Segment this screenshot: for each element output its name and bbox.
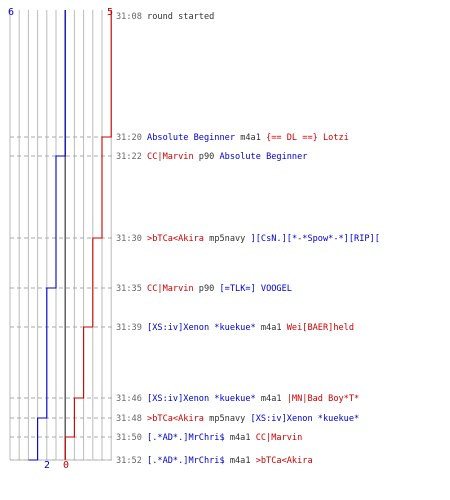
event-time: 31:08	[116, 12, 147, 22]
event-weapon: round started	[147, 12, 214, 22]
blue-player-name: Absolute Beginner	[147, 133, 235, 143]
event-weapon: m4a1	[256, 323, 287, 333]
event-time: 31:39	[116, 323, 147, 333]
red-player-name: {== DL ==} Lotzi	[266, 133, 349, 143]
event-row: 31:08 round started	[116, 12, 214, 22]
event-row: 31:39 [XS:iv]Xenon *kuekue* m4a1 Wei[BAE…	[116, 323, 354, 333]
blue-player-name: ][CsN.][*-*Spow*-*][RIP][	[251, 234, 380, 244]
score-grid	[9, 10, 112, 461]
red-player-name: >bTCa<Akira	[256, 456, 313, 466]
red-player-name: CC|Marvin	[147, 284, 194, 294]
event-time: 31:52	[116, 456, 147, 466]
blue-player-name: Absolute Beginner	[220, 152, 308, 162]
red-end-score: 0	[63, 460, 69, 471]
blue-player-name: [=TLK=] VOOGEL	[220, 284, 292, 294]
event-row: 31:46 [XS:iv]Xenon *kuekue* m4a1 |MN|Bad…	[116, 394, 359, 404]
red-team-score-line	[64, 10, 112, 460]
blue-team-score-line	[28, 10, 66, 461]
event-time: 31:22	[116, 152, 147, 162]
event-row: 31:35 CC|Marvin p90 [=TLK=] VOOGEL	[116, 284, 292, 294]
event-weapon: mp5navy	[204, 414, 251, 424]
blue-player-name: [XS:iv]Xenon *kuekue*	[147, 323, 256, 333]
event-row: 31:20 Absolute Beginner m4a1 {== DL ==} …	[116, 133, 349, 143]
event-weapon: m4a1	[225, 456, 256, 466]
event-row: 31:30 >bTCa<Akira mp5navy ][CsN.][*-*Spo…	[116, 234, 380, 244]
event-time: 31:46	[116, 394, 147, 404]
event-guide-lines	[10, 136, 112, 461]
event-weapon: p90	[194, 284, 220, 294]
event-time: 31:30	[116, 234, 147, 244]
score-lines	[28, 10, 112, 461]
blue-end-score: 2	[44, 460, 50, 471]
event-time: 31:48	[116, 414, 147, 424]
red-player-name: Wei[BAER]held	[287, 323, 354, 333]
event-time: 31:50	[116, 433, 147, 443]
red-player-name: CC|Marvin	[256, 433, 303, 443]
event-row: 31:48 >bTCa<Akira mp5navy [XS:iv]Xenon *…	[116, 414, 359, 424]
blue-player-name: [XS:iv]Xenon *kuekue*	[251, 414, 360, 424]
event-row: 31:22 CC|Marvin p90 Absolute Beginner	[116, 152, 307, 162]
event-time: 31:20	[116, 133, 147, 143]
red-player-name: CC|Marvin	[147, 152, 194, 162]
score-labels: 6 5 2 0	[8, 7, 113, 471]
blue-player-name: [.*AD*.]MrChri$	[147, 456, 225, 466]
event-weapon: m4a1	[256, 394, 287, 404]
blue-player-name: [.*AD*.]MrChri$	[147, 433, 225, 443]
event-time: 31:35	[116, 284, 147, 294]
red-player-name: >bTCa<Akira	[147, 234, 204, 244]
red-start-score: 5	[107, 7, 113, 18]
event-row: 31:52 [.*AD*.]MrChri$ m4a1 >bTCa<Akira	[116, 456, 313, 466]
event-weapon: mp5navy	[204, 234, 251, 244]
event-row: 31:50 [.*AD*.]MrChri$ m4a1 CC|Marvin	[116, 433, 302, 443]
event-weapon: m4a1	[235, 133, 266, 143]
red-player-name: >bTCa<Akira	[147, 414, 204, 424]
blue-player-name: [XS:iv]Xenon *kuekue*	[147, 394, 256, 404]
event-weapon: p90	[194, 152, 220, 162]
blue-start-score: 6	[8, 7, 14, 18]
red-player-name: |MN|Bad Boy*T*	[287, 394, 359, 404]
event-weapon: m4a1	[225, 433, 256, 443]
event-list: 31:08 round started 31:20 Absolute Beginn…	[116, 12, 380, 466]
